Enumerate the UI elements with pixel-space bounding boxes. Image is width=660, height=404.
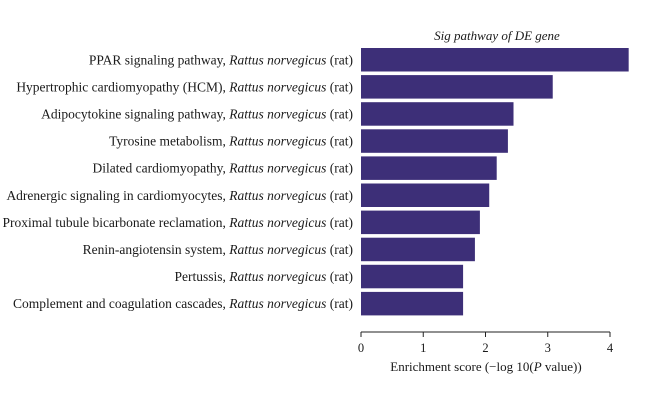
category-name: PPAR signaling pathway, <box>89 52 229 67</box>
x-axis-label-italic: P <box>533 359 542 374</box>
x-tick-label-0: 0 <box>358 341 364 355</box>
x-axis-label-suffix: value)) <box>542 359 582 374</box>
category-suffix: (rat) <box>326 188 353 203</box>
category-label-4: Dilated cardiomyopathy, Rattus norvegicu… <box>93 161 353 176</box>
chart-title: Sig pathway of DE gene <box>434 28 560 43</box>
category-species: Rattus norvegicus <box>228 161 326 176</box>
x-tick-label-2: 2 <box>482 341 488 355</box>
category-label-9: Complement and coagulation cascades, Rat… <box>13 296 353 311</box>
category-name: Complement and coagulation cascades, <box>13 296 229 311</box>
category-label-6: Proximal tubule bicarbonate reclamation,… <box>2 215 353 230</box>
bar-3 <box>361 129 508 153</box>
bar-6 <box>361 210 480 235</box>
category-suffix: (rat) <box>326 242 353 257</box>
category-species: Rattus norvegicus <box>228 52 326 67</box>
category-name: Dilated cardiomyopathy, <box>93 161 230 176</box>
bar-2 <box>361 102 514 126</box>
category-label-0: PPAR signaling pathway, Rattus norvegicu… <box>89 52 353 67</box>
x-tick-label-3: 3 <box>545 341 551 355</box>
category-species: Rattus norvegicus <box>228 188 326 203</box>
category-name: Renin-angiotensin system, <box>83 242 230 257</box>
category-label-1: Hypertrophic cardiomyopathy (HCM), Rattu… <box>16 79 353 94</box>
x-tick-label-1: 1 <box>420 341 426 355</box>
category-species: Rattus norvegicus <box>228 296 326 311</box>
category-species: Rattus norvegicus <box>228 106 326 121</box>
category-label-8: Pertussis, Rattus norvegicus (rat) <box>175 269 354 284</box>
category-label-5: Adrenergic signaling in cardiomyocytes, … <box>6 188 353 203</box>
x-axis-label: Enrichment score (−log 10(P value)) <box>390 359 581 374</box>
bar-4 <box>361 156 497 180</box>
category-name: Adrenergic signaling in cardiomyocytes, <box>6 188 229 203</box>
bar-8 <box>361 264 464 289</box>
category-name: Hypertrophic cardiomyopathy (HCM), <box>16 79 229 94</box>
category-suffix: (rat) <box>326 134 353 149</box>
bar-1 <box>361 75 553 99</box>
bar-0 <box>361 48 629 72</box>
category-label-2: Adipocytokine signaling pathway, Rattus … <box>41 106 353 121</box>
category-name: Pertussis, <box>175 269 230 284</box>
category-species: Rattus norvegicus <box>228 134 326 149</box>
category-name: Tyrosine metabolism, <box>109 134 229 149</box>
x-tick-label-4: 4 <box>607 341 614 355</box>
category-species: Rattus norvegicus <box>228 242 326 257</box>
category-species: Rattus norvegicus <box>228 79 326 94</box>
bar-5 <box>361 183 490 207</box>
category-label-7: Renin-angiotensin system, Rattus norvegi… <box>83 242 353 257</box>
category-labels: PPAR signaling pathway, Rattus norvegicu… <box>2 52 353 311</box>
category-suffix: (rat) <box>326 269 353 284</box>
bar-9 <box>361 291 464 316</box>
x-axis-label-prefix: Enrichment score (−log 10( <box>390 359 533 374</box>
category-name: Adipocytokine signaling pathway, <box>41 106 229 121</box>
bar-7 <box>361 237 475 262</box>
bars-group <box>361 48 629 316</box>
category-suffix: (rat) <box>326 106 353 121</box>
category-species: Rattus norvegicus <box>228 269 326 284</box>
category-suffix: (rat) <box>326 79 353 94</box>
category-suffix: (rat) <box>326 296 353 311</box>
category-name: Proximal tubule bicarbonate reclamation, <box>2 215 229 230</box>
category-species: Rattus norvegicus <box>228 215 326 230</box>
x-axis: 0 1 2 3 4 <box>358 331 614 355</box>
category-suffix: (rat) <box>326 161 353 176</box>
category-suffix: (rat) <box>326 52 353 67</box>
category-suffix: (rat) <box>326 215 353 230</box>
category-label-3: Tyrosine metabolism, Rattus norvegicus (… <box>109 134 353 149</box>
